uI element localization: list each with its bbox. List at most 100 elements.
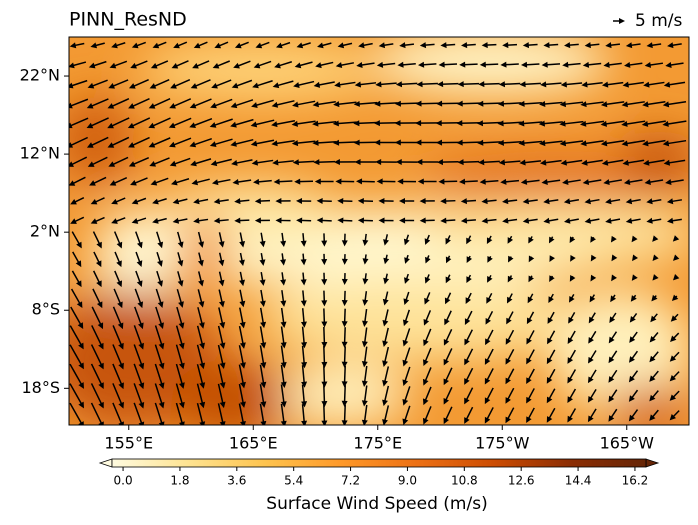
wind-arrow-head [375,81,382,88]
wind-arrow-shaft [504,63,519,66]
wind-arrow-head [78,421,84,425]
wind-arrow-shaft [323,384,326,404]
wind-arrow-shaft [280,326,285,345]
wind-arrow-shaft [69,98,89,107]
wind-arrow-head [569,236,576,244]
wind-arrow-head [158,401,165,409]
wind-arrow-shaft [196,383,204,405]
wind-arrow-head [644,179,651,186]
wind-arrow-head [670,315,678,322]
wind-arrow-head [580,120,587,127]
wind-arrow-head [500,61,507,68]
wind-arrow-shaft [568,369,577,381]
wind-arrow-shaft [112,344,123,367]
wind-arrow-head [383,257,390,265]
wind-arrow-head [631,235,638,243]
wind-arrow-shaft [152,157,170,166]
wind-arrow-shaft [343,346,346,364]
wind-arrow-shaft [71,61,87,67]
wind-arrow-head [70,218,77,224]
wind-arrow-shaft [280,307,285,325]
wind-arrow-head [150,179,158,186]
wind-arrow-head [588,336,594,344]
wind-arrow-head [219,421,226,425]
wind-arrow-head [481,198,488,205]
wind-arrow-head [505,416,511,424]
wind-arrow-head [172,217,180,224]
wind-arrow-head [399,197,406,204]
wind-arrow-shaft [461,82,480,85]
wind-arrow-head [632,254,638,262]
wind-arrow-shaft [176,231,182,245]
wind-arrow-shaft [648,62,664,66]
wind-arrow-head [210,160,218,167]
wind-arrow-shaft [398,102,419,105]
wind-arrow-shaft [154,325,163,346]
wind-arrow-head [312,120,319,127]
wind-arrow-shaft [280,345,285,365]
wind-arrow-head [117,322,124,330]
wind-arrow-shaft [175,325,184,346]
wind-arrow-head [422,398,429,406]
wind-arrow-shaft [565,179,581,184]
wind-arrow-head [87,161,95,167]
wind-arrow-shaft [323,326,326,345]
wind-arrow-shaft [90,136,109,147]
wind-arrow-shaft [462,180,478,183]
wind-arrow-shaft [92,60,107,67]
wind-arrow-shaft [625,120,646,125]
wind-arrow-shaft [424,406,432,422]
wind-arrow-shaft [316,140,337,144]
wind-arrow-head [158,382,165,390]
wind-arrow-head [625,42,633,49]
wind-arrow-head [549,275,555,282]
wind-arrow-head [382,340,389,348]
wind-arrow-head [543,217,550,224]
wind-arrow-head [395,158,402,165]
wind-arrow-shaft [336,141,357,144]
wind-arrow-head [76,241,82,249]
wind-arrow-head [600,140,608,147]
wind-arrow-shaft [323,365,326,384]
wind-arrow-shaft [92,270,101,284]
x-tick-label: 155°E [104,434,153,453]
wind-arrow-head [497,120,504,127]
wind-arrow-head [296,217,303,224]
wind-arrow-head [564,42,571,49]
wind-arrow-shaft [460,141,481,144]
wind-arrow-shaft [152,78,170,88]
wind-arrow-head [107,103,115,109]
wind-arrow-head [333,159,340,166]
wind-arrow-head [239,241,246,248]
wind-arrow-shaft [465,387,474,402]
wind-arrow-head [199,401,206,409]
wind-arrow-head [424,276,431,284]
wind-arrow-shaft [645,120,666,125]
wind-arrow-head [75,260,82,268]
wind-arrow-shaft [133,177,148,185]
wind-arrow-head [240,381,246,389]
wind-arrow-head [497,100,505,107]
wind-arrow-head [280,300,287,307]
wind-arrow-shaft [295,100,316,106]
wind-arrow-shaft [213,118,233,127]
wind-arrow-shaft [301,365,306,384]
wind-arrow-head [375,158,382,165]
wind-arrow-head [476,120,484,127]
wind-arrow-shaft [460,121,481,124]
wind-arrow-head [301,401,308,408]
wind-arrow-shaft [666,139,687,145]
y-tick-label: 22°N [20,66,60,85]
wind-arrow-shaft [465,348,474,362]
wind-arrow-shaft [259,345,265,365]
wind-arrow-head [376,61,384,68]
wind-arrow-shaft [542,140,563,145]
wind-arrow-head [457,81,464,88]
wind-arrow-shaft [175,383,184,405]
wind-arrow-head [403,238,410,246]
wind-arrow-head [157,301,164,308]
wind-arrow-head [190,160,197,167]
wind-arrow-shaft [358,82,377,86]
wind-arrow-shaft [71,176,86,185]
wind-arrow-head [190,83,198,89]
